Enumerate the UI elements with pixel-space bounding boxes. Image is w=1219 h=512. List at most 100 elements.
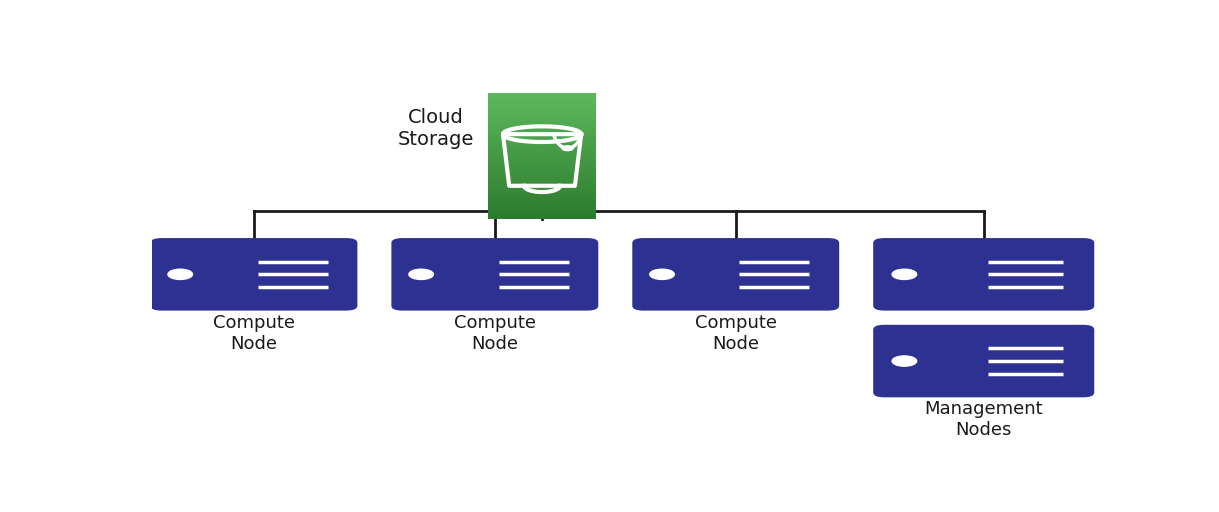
Bar xyxy=(488,207,596,209)
FancyBboxPatch shape xyxy=(391,238,599,311)
Bar xyxy=(488,202,596,204)
Bar xyxy=(488,152,596,154)
Bar xyxy=(488,215,596,217)
Bar xyxy=(488,123,596,124)
Bar xyxy=(488,104,596,105)
Bar xyxy=(488,168,596,170)
Bar xyxy=(488,99,596,100)
Text: Compute
Node: Compute Node xyxy=(213,314,295,353)
Bar xyxy=(488,119,596,121)
Bar xyxy=(488,214,596,216)
Bar xyxy=(488,131,596,132)
Bar xyxy=(488,192,596,194)
Bar xyxy=(488,109,596,111)
FancyBboxPatch shape xyxy=(150,238,357,311)
Bar xyxy=(488,124,596,126)
Bar xyxy=(488,148,596,150)
Bar xyxy=(488,211,596,213)
Bar xyxy=(488,106,596,108)
Bar xyxy=(488,204,596,205)
Bar xyxy=(488,105,596,107)
Bar xyxy=(488,197,596,199)
Bar xyxy=(488,150,596,151)
Circle shape xyxy=(408,269,434,280)
Bar xyxy=(488,129,596,131)
Bar xyxy=(488,157,596,159)
Bar xyxy=(488,115,596,117)
Bar xyxy=(488,206,596,208)
Bar xyxy=(488,167,596,168)
Bar xyxy=(488,132,596,133)
Bar xyxy=(488,166,596,167)
Bar xyxy=(488,218,596,219)
Bar xyxy=(488,180,596,181)
Bar xyxy=(488,164,596,166)
Bar xyxy=(488,172,596,174)
Bar xyxy=(488,187,596,189)
Circle shape xyxy=(650,269,674,280)
Circle shape xyxy=(892,269,917,280)
Bar xyxy=(488,136,596,137)
Bar xyxy=(488,143,596,145)
Bar xyxy=(488,101,596,103)
Bar xyxy=(488,191,596,193)
Circle shape xyxy=(168,269,193,280)
Bar xyxy=(488,209,596,210)
Bar xyxy=(488,126,596,129)
Bar xyxy=(488,145,596,147)
Bar xyxy=(488,216,596,218)
Circle shape xyxy=(892,356,917,366)
Bar xyxy=(488,133,596,135)
Bar xyxy=(488,125,596,127)
Text: Compute
Node: Compute Node xyxy=(695,314,777,353)
Bar xyxy=(488,142,596,143)
Bar xyxy=(488,190,596,191)
Bar xyxy=(488,186,596,187)
Bar xyxy=(488,122,596,123)
Bar xyxy=(488,139,596,141)
Bar xyxy=(488,98,596,99)
Bar xyxy=(488,95,596,97)
Bar xyxy=(488,113,596,114)
Bar xyxy=(488,199,596,200)
Circle shape xyxy=(562,146,573,151)
FancyBboxPatch shape xyxy=(873,238,1095,311)
Bar xyxy=(488,151,596,152)
Bar xyxy=(488,182,596,184)
Bar xyxy=(488,117,596,118)
Bar xyxy=(488,163,596,165)
Bar xyxy=(488,100,596,102)
Bar xyxy=(488,212,596,214)
Text: Compute
Node: Compute Node xyxy=(453,314,536,353)
Bar xyxy=(488,112,596,113)
Bar xyxy=(488,103,596,104)
Bar xyxy=(488,158,596,160)
Bar xyxy=(488,140,596,142)
Bar xyxy=(488,93,596,94)
Bar xyxy=(488,155,596,156)
Bar xyxy=(488,195,596,197)
Bar xyxy=(488,153,596,155)
Bar xyxy=(488,128,596,130)
Bar xyxy=(488,210,596,211)
Bar xyxy=(488,94,596,96)
Bar xyxy=(488,120,596,122)
Bar xyxy=(488,175,596,176)
Bar xyxy=(488,114,596,116)
Bar xyxy=(488,159,596,161)
Bar xyxy=(488,176,596,178)
Bar xyxy=(488,201,596,203)
Bar xyxy=(488,137,596,138)
Bar xyxy=(488,194,596,195)
Bar xyxy=(488,96,596,98)
Bar xyxy=(488,200,596,202)
Bar xyxy=(488,188,596,190)
Bar xyxy=(488,118,596,119)
Bar xyxy=(488,178,596,180)
Bar xyxy=(488,147,596,148)
Text: Management
Nodes: Management Nodes xyxy=(924,400,1043,439)
Bar xyxy=(488,162,596,164)
Bar xyxy=(488,169,596,171)
Bar xyxy=(488,134,596,136)
Bar xyxy=(488,138,596,140)
